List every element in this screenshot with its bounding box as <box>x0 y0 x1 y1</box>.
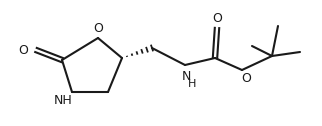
Text: O: O <box>93 23 103 36</box>
Text: O: O <box>18 43 28 56</box>
Text: H: H <box>188 79 196 89</box>
Text: O: O <box>212 12 222 25</box>
Text: NH: NH <box>54 93 72 106</box>
Text: O: O <box>241 72 251 86</box>
Text: N: N <box>181 70 191 83</box>
